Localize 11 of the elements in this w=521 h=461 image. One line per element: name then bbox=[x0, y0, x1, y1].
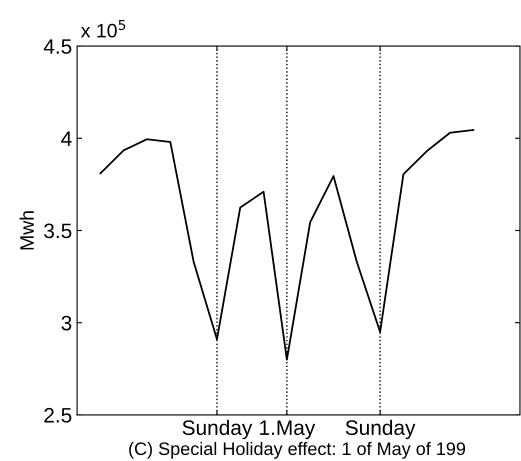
y-tick-label: 4.5 bbox=[44, 39, 72, 54]
y-axis-title: Mwh bbox=[20, 211, 34, 250]
y-tick-label: 3 bbox=[61, 316, 72, 330]
y-tick-label: 2.5 bbox=[44, 408, 72, 423]
text: x 10$^{5}$ bbox=[80, 20, 126, 38]
text: (C) Special Holiday effect: 1 of May of 199 bbox=[129, 442, 466, 459]
y-tick-label: 4 bbox=[61, 132, 72, 146]
x-tick-label: Sunday bbox=[182, 420, 252, 440]
x-tick-label: Sunday bbox=[346, 420, 416, 440]
y-tick-label: 3.5 bbox=[44, 224, 72, 238]
x-tick-label: 1.May bbox=[260, 420, 316, 440]
